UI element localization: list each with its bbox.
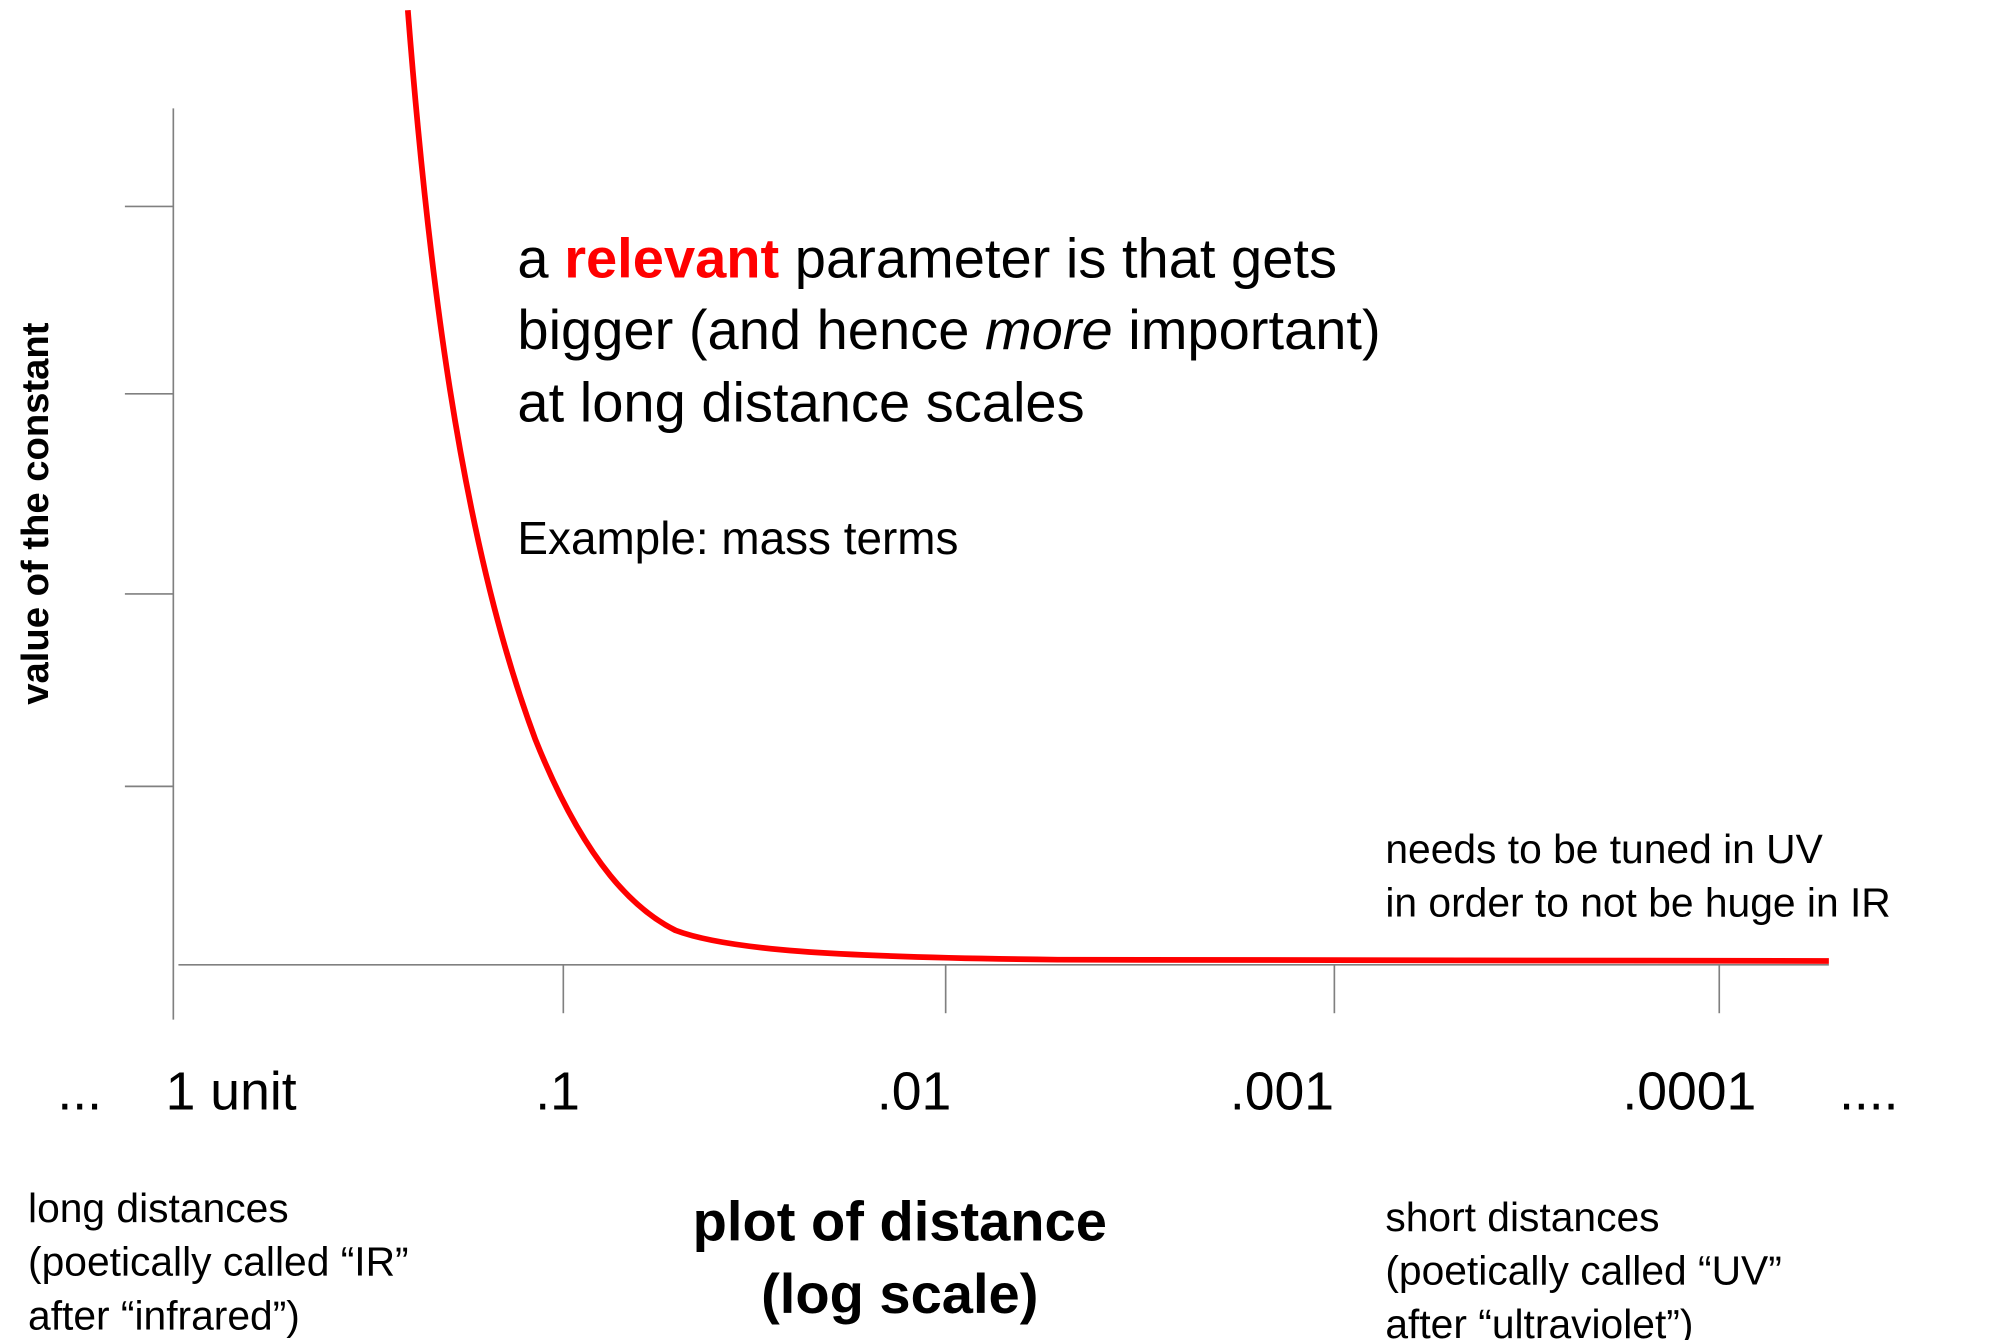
note-line: needs to be tuned in UV <box>1385 826 1823 872</box>
x-tick-label: ... <box>57 1063 102 1122</box>
x-axis-label-line: (log scale) <box>761 1262 1038 1325</box>
text: a <box>517 226 564 289</box>
x-tick-label: .01 <box>877 1063 951 1122</box>
emphasis: more <box>985 297 1113 360</box>
left-caption: long distances (poetically called “IR” a… <box>28 1185 409 1338</box>
curve <box>404 9 1829 964</box>
note-line: in order to not be huge in IR <box>1385 879 1890 925</box>
text: important) <box>1113 297 1381 360</box>
text: at long distance scales <box>517 370 1084 433</box>
headline: a relevant parameter is that gets bigger… <box>517 226 1380 433</box>
x-tick-labels: ... 1 unit .1 .01 .001 .0001 .... <box>57 1063 1898 1122</box>
text: bigger (and hence <box>517 297 985 360</box>
x-axis-label: plot of distance (log scale) <box>693 1189 1107 1325</box>
headline-line: at long distance scales <box>517 370 1084 433</box>
right-caption: short distances (poetically called “UV” … <box>1385 1194 1781 1340</box>
headline-line: bigger (and hence more important) <box>517 297 1380 360</box>
note: needs to be tuned in UV in order to not … <box>1385 826 1890 926</box>
caption-line: after “ultraviolet”) <box>1385 1301 1693 1340</box>
headline-line: a relevant parameter is that gets <box>517 226 1337 289</box>
x-tick-label: 1 unit <box>166 1063 297 1122</box>
example: Example: mass terms <box>517 512 958 564</box>
x-ticks <box>562 964 1721 1014</box>
x-tick-label: .001 <box>1230 1063 1334 1122</box>
y-ticks <box>124 205 174 788</box>
caption-line: (poetically called “UV” <box>1385 1248 1781 1294</box>
highlight: relevant <box>564 226 779 289</box>
x-tick-label: .0001 <box>1622 1063 1756 1122</box>
caption-line: (poetically called “IR” <box>28 1239 409 1285</box>
caption-line: short distances <box>1385 1194 1659 1240</box>
x-tick-label: .1 <box>535 1063 580 1122</box>
y-axis-label: value of the constant <box>14 322 57 705</box>
caption-line: long distances <box>28 1185 289 1231</box>
caption-line: after “infrared”) <box>28 1292 300 1338</box>
x-tick-label: .... <box>1839 1063 1898 1122</box>
text: parameter is that gets <box>779 226 1337 289</box>
x-axis-label-line: plot of distance <box>693 1189 1107 1252</box>
